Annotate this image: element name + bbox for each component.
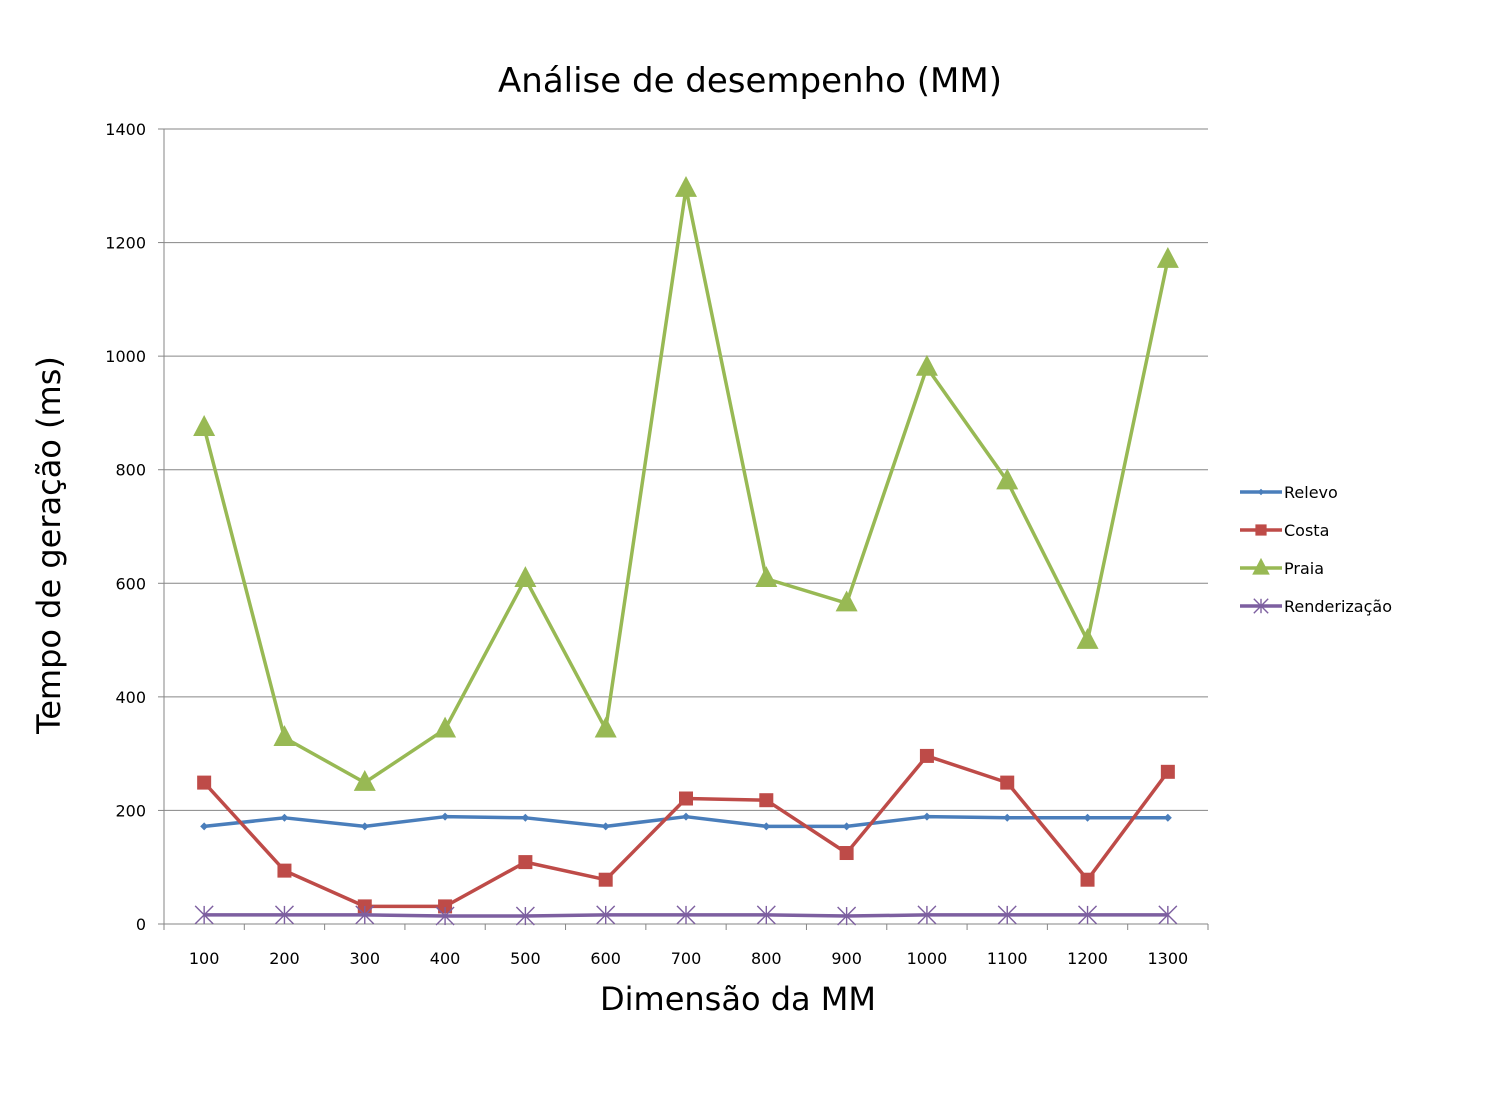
- series-relevo: [200, 812, 1172, 831]
- legend-item: Costa: [1240, 521, 1329, 540]
- data-point: [1253, 598, 1269, 614]
- data-point: [1083, 813, 1092, 822]
- data-point: [594, 716, 617, 738]
- y-tick-label: 800: [115, 461, 146, 480]
- y-tick-label: 600: [115, 574, 146, 593]
- data-point: [598, 872, 613, 887]
- data-point: [1000, 775, 1015, 790]
- data-point: [273, 725, 296, 746]
- data-point: [1163, 813, 1172, 822]
- y-tick-label: 0: [136, 915, 146, 934]
- x-tick-label: 1000: [907, 949, 948, 968]
- data-point: [434, 716, 457, 738]
- y-tick-label: 400: [115, 688, 146, 707]
- x-tick-label: 400: [430, 949, 461, 968]
- data-point: [997, 905, 1017, 925]
- x-tick-label: 100: [189, 949, 220, 968]
- data-point: [679, 791, 693, 806]
- data-point: [1158, 905, 1178, 925]
- data-point: [755, 566, 778, 587]
- data-point: [441, 812, 450, 821]
- data-point: [1156, 246, 1179, 268]
- data-point: [514, 566, 537, 587]
- data-point: [1252, 557, 1270, 575]
- data-point: [762, 822, 771, 831]
- data-point: [682, 812, 690, 821]
- x-tick-label: 1200: [1067, 949, 1108, 968]
- x-axis-label: Dimensão da MM: [600, 980, 876, 1018]
- x-tick-label: 300: [349, 949, 380, 968]
- data-point: [1080, 872, 1095, 887]
- data-point: [915, 354, 938, 376]
- data-point: [601, 822, 610, 831]
- data-point: [919, 748, 934, 763]
- data-point: [435, 906, 455, 926]
- legend-item: Praia: [1240, 557, 1324, 578]
- x-tick-label: 1100: [987, 949, 1028, 968]
- y-tick-label: 1200: [105, 234, 146, 253]
- axes: 0 200 400 600 800 1000 1200 1400 100 200 300 400 500…: [105, 120, 1209, 968]
- data-point: [676, 905, 696, 925]
- y-tick-label: 1000: [105, 347, 146, 366]
- y-tick-label: 200: [115, 801, 146, 820]
- data-point: [1078, 905, 1098, 925]
- data-point: [759, 793, 774, 808]
- data-point: [1003, 813, 1012, 822]
- series-renderização: [194, 905, 1178, 926]
- legend-label: Praia: [1284, 559, 1324, 578]
- data-point: [197, 775, 212, 790]
- series-costa: [197, 748, 1175, 914]
- chart-title: Análise de desempenho (MM): [498, 61, 1002, 101]
- data-point: [1160, 764, 1175, 779]
- data-point: [917, 905, 937, 925]
- x-tick-label: 1300: [1147, 949, 1188, 968]
- data-point: [1257, 488, 1265, 496]
- legend-item: Renderização: [1240, 597, 1392, 616]
- data-point: [280, 813, 289, 822]
- data-point: [996, 468, 1019, 490]
- data-point: [521, 813, 530, 822]
- x-tick-label: 700: [671, 949, 702, 968]
- gridlines: [164, 128, 1208, 811]
- series-line: [202, 754, 1170, 909]
- y-axis-label: Tempo de geração (ms): [30, 356, 68, 735]
- data-point: [360, 822, 369, 831]
- data-point: [355, 905, 375, 925]
- data-point: [1076, 627, 1099, 649]
- legend-item: Relevo: [1240, 483, 1338, 502]
- data-point: [839, 846, 854, 861]
- legend-label: Costa: [1284, 521, 1329, 540]
- x-tick-label: 900: [831, 949, 862, 968]
- data-point: [518, 855, 533, 870]
- x-tick-label: 800: [751, 949, 782, 968]
- legend-label: Relevo: [1284, 483, 1338, 502]
- data-point: [193, 415, 216, 436]
- legend-label: Renderização: [1284, 597, 1392, 616]
- series-line: [202, 186, 1170, 785]
- data-point: [1255, 524, 1267, 536]
- data-point: [756, 905, 776, 925]
- data-point: [922, 812, 931, 821]
- data-point: [835, 590, 858, 612]
- data-point: [200, 822, 209, 831]
- data-point: [274, 905, 294, 925]
- x-tick-label: 600: [590, 949, 621, 968]
- series-group: [193, 175, 1179, 926]
- x-tick-label: 200: [269, 949, 300, 968]
- series-praia: [193, 175, 1179, 791]
- x-tick-label: 500: [510, 949, 541, 968]
- legend: Relevo Costa Praia Renderização: [1240, 483, 1392, 616]
- data-point: [596, 905, 616, 925]
- y-tick-label: 1400: [105, 120, 146, 139]
- data-point: [675, 175, 697, 197]
- data-point: [837, 906, 857, 926]
- data-point: [277, 863, 292, 878]
- data-point: [194, 905, 214, 925]
- data-point: [438, 899, 453, 914]
- data-point: [515, 906, 535, 926]
- data-point: [353, 769, 376, 791]
- data-point: [842, 822, 851, 831]
